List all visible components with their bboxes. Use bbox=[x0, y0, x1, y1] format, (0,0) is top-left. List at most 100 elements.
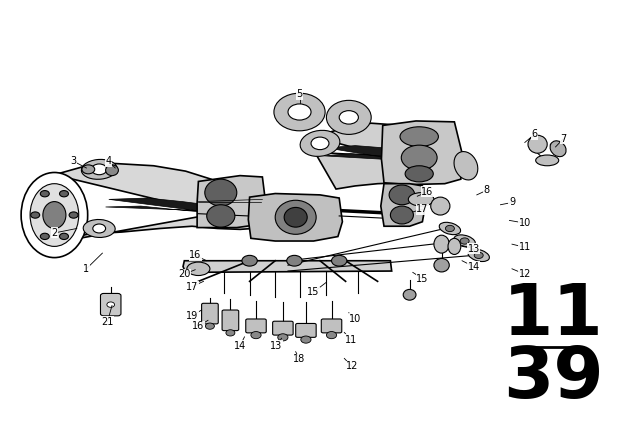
Text: 18: 18 bbox=[293, 354, 306, 364]
Ellipse shape bbox=[431, 197, 450, 215]
Text: 13: 13 bbox=[467, 244, 480, 254]
Ellipse shape bbox=[454, 151, 478, 180]
Ellipse shape bbox=[21, 172, 88, 258]
Ellipse shape bbox=[390, 206, 413, 224]
Ellipse shape bbox=[275, 200, 316, 234]
Text: 16: 16 bbox=[421, 187, 434, 197]
Ellipse shape bbox=[30, 184, 79, 246]
Ellipse shape bbox=[468, 249, 490, 262]
Text: 21: 21 bbox=[101, 317, 114, 327]
Text: 7: 7 bbox=[560, 134, 566, 144]
Ellipse shape bbox=[400, 127, 438, 146]
Ellipse shape bbox=[326, 100, 371, 134]
Ellipse shape bbox=[434, 258, 449, 272]
Circle shape bbox=[339, 111, 358, 124]
Circle shape bbox=[226, 330, 235, 336]
FancyBboxPatch shape bbox=[100, 293, 121, 316]
Circle shape bbox=[60, 233, 68, 240]
Polygon shape bbox=[381, 184, 426, 226]
Ellipse shape bbox=[81, 159, 117, 179]
Circle shape bbox=[205, 323, 214, 329]
FancyBboxPatch shape bbox=[222, 310, 239, 331]
FancyBboxPatch shape bbox=[246, 319, 266, 333]
Ellipse shape bbox=[43, 202, 66, 228]
Text: 15: 15 bbox=[307, 287, 320, 297]
Text: 17: 17 bbox=[416, 204, 429, 214]
Text: 10: 10 bbox=[349, 314, 362, 324]
Text: 8: 8 bbox=[483, 185, 490, 195]
Circle shape bbox=[474, 252, 483, 258]
Circle shape bbox=[445, 225, 454, 232]
Ellipse shape bbox=[454, 235, 476, 247]
Ellipse shape bbox=[403, 289, 416, 300]
Circle shape bbox=[60, 190, 68, 197]
Text: 14: 14 bbox=[467, 262, 480, 271]
Text: 39: 39 bbox=[503, 344, 604, 413]
Text: 10: 10 bbox=[518, 218, 531, 228]
Text: 14: 14 bbox=[234, 341, 246, 351]
Polygon shape bbox=[183, 261, 392, 272]
Text: 9: 9 bbox=[509, 198, 515, 207]
Ellipse shape bbox=[434, 235, 449, 253]
Polygon shape bbox=[197, 176, 266, 228]
Circle shape bbox=[301, 336, 311, 343]
Polygon shape bbox=[381, 121, 462, 185]
Text: 5: 5 bbox=[296, 89, 303, 99]
Circle shape bbox=[107, 302, 115, 307]
Ellipse shape bbox=[408, 193, 434, 206]
Text: 12: 12 bbox=[518, 269, 531, 279]
FancyBboxPatch shape bbox=[202, 303, 218, 324]
FancyBboxPatch shape bbox=[273, 321, 293, 335]
Text: 13: 13 bbox=[270, 341, 283, 351]
Circle shape bbox=[251, 332, 261, 339]
Ellipse shape bbox=[439, 222, 461, 235]
Circle shape bbox=[311, 137, 329, 150]
Circle shape bbox=[326, 332, 337, 339]
Circle shape bbox=[40, 233, 49, 240]
Polygon shape bbox=[54, 164, 262, 243]
Text: 4: 4 bbox=[106, 156, 112, 166]
Ellipse shape bbox=[528, 135, 547, 153]
Ellipse shape bbox=[106, 165, 118, 176]
Text: 11: 11 bbox=[503, 281, 604, 350]
Text: 6: 6 bbox=[531, 129, 538, 139]
Ellipse shape bbox=[300, 130, 340, 156]
Circle shape bbox=[287, 255, 302, 266]
Ellipse shape bbox=[536, 155, 559, 166]
Polygon shape bbox=[106, 198, 259, 219]
Text: 1: 1 bbox=[83, 264, 90, 274]
Circle shape bbox=[242, 255, 257, 266]
Text: 3: 3 bbox=[70, 156, 77, 166]
FancyBboxPatch shape bbox=[321, 319, 342, 333]
FancyBboxPatch shape bbox=[296, 323, 316, 337]
Polygon shape bbox=[324, 146, 458, 169]
Circle shape bbox=[92, 164, 107, 175]
Text: 11: 11 bbox=[518, 242, 531, 252]
Text: 11: 11 bbox=[344, 335, 357, 345]
Text: 2: 2 bbox=[51, 228, 58, 238]
Ellipse shape bbox=[550, 141, 566, 157]
Ellipse shape bbox=[405, 166, 433, 182]
Ellipse shape bbox=[401, 145, 437, 170]
Circle shape bbox=[40, 190, 49, 197]
Circle shape bbox=[332, 255, 347, 266]
Text: 17: 17 bbox=[186, 282, 198, 292]
Circle shape bbox=[82, 165, 95, 174]
Circle shape bbox=[93, 224, 106, 233]
Text: 16: 16 bbox=[189, 250, 202, 260]
Ellipse shape bbox=[389, 185, 415, 205]
Circle shape bbox=[69, 212, 78, 218]
Polygon shape bbox=[248, 194, 342, 241]
Text: 19: 19 bbox=[186, 311, 198, 321]
Ellipse shape bbox=[83, 220, 115, 237]
Text: 12: 12 bbox=[346, 362, 358, 371]
Text: 16: 16 bbox=[192, 321, 205, 331]
Ellipse shape bbox=[274, 93, 325, 131]
Circle shape bbox=[288, 104, 311, 120]
Polygon shape bbox=[314, 123, 462, 189]
Circle shape bbox=[460, 238, 469, 244]
Ellipse shape bbox=[448, 238, 461, 254]
Ellipse shape bbox=[284, 207, 307, 227]
Circle shape bbox=[278, 334, 288, 341]
Ellipse shape bbox=[207, 205, 235, 227]
